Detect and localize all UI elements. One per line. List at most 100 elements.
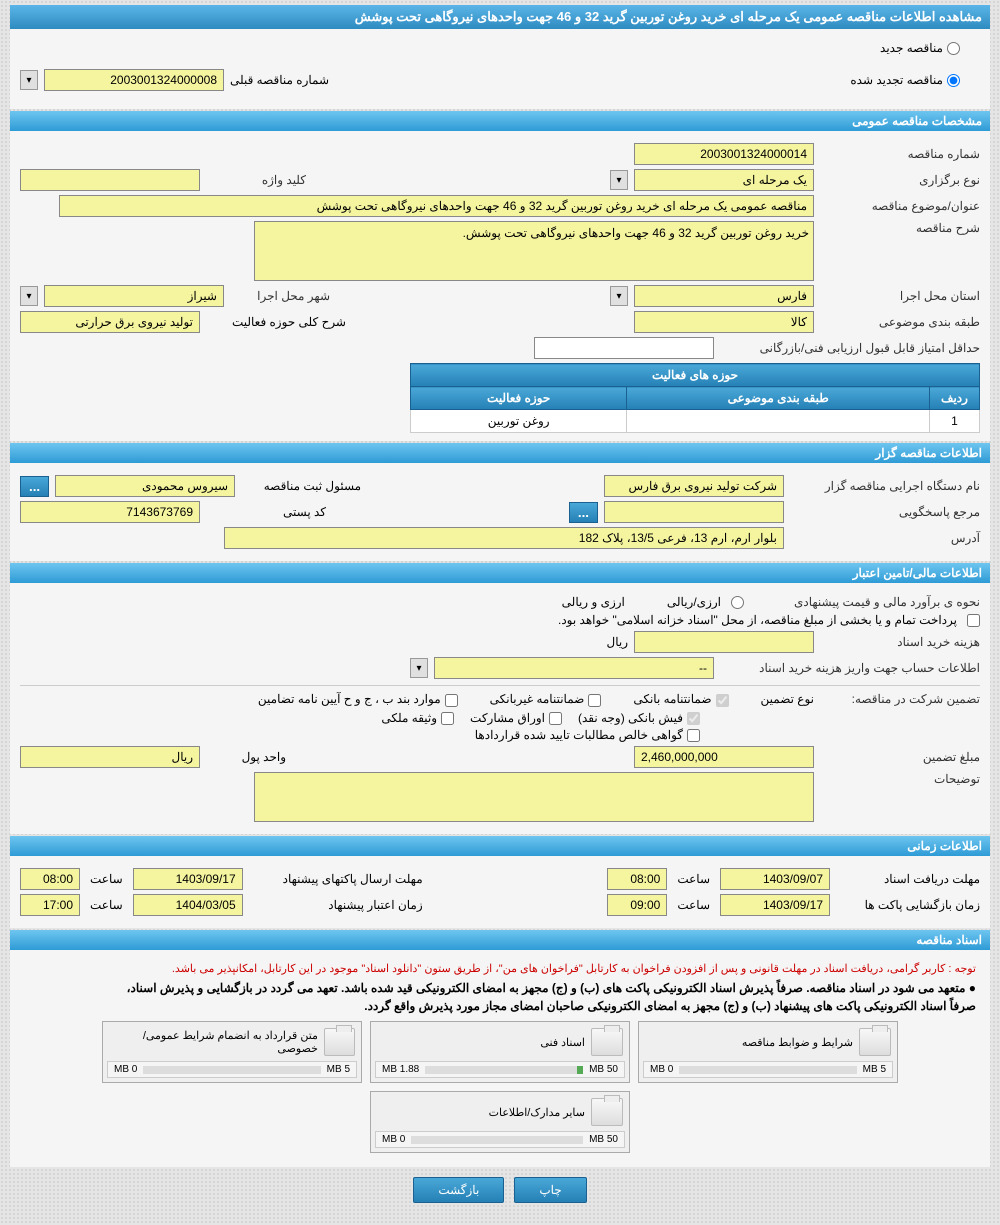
doc-title: متن قرارداد به انضمام شرایط عمومی/خصوصی xyxy=(109,1029,318,1055)
province-dropdown[interactable]: ▾ xyxy=(610,286,628,306)
guarantee-intro: تضمین شرکت در مناقصه: xyxy=(820,692,980,706)
receive-label: مهلت دریافت اسناد xyxy=(840,872,980,886)
account-dropdown[interactable]: ▾ xyxy=(410,658,428,678)
radio-new-tender[interactable]: مناقصه جدید xyxy=(880,41,960,55)
open-time: 09:00 xyxy=(607,894,667,916)
amount-value: 2,460,000,000 xyxy=(634,746,814,768)
folder-icon xyxy=(591,1098,623,1126)
g2-check[interactable]: ضمانتنامه غیربانکی xyxy=(490,692,602,706)
section-general-header: مشخصات مناقصه عمومی xyxy=(10,111,990,131)
folder-icon xyxy=(859,1028,891,1056)
desc-label: شرح مناقصه xyxy=(820,221,980,235)
treasury-note: پرداخت تمام و یا بخشی از مبلغ مناقصه، از… xyxy=(558,613,957,627)
doc-cost-unit: ریال xyxy=(606,635,628,649)
doc-total: 5 MB xyxy=(327,1064,350,1075)
address-value: بلوار ارم، ارم 13، فرعی 13/5، پلاک 182 xyxy=(224,527,784,549)
amount-label: مبلغ تضمین xyxy=(820,750,980,764)
province-label: استان محل اجرا xyxy=(820,289,980,303)
back-button[interactable]: بازگشت xyxy=(413,1177,504,1203)
city-label: شهر محل اجرا xyxy=(230,289,330,303)
g5-check[interactable]: اوراق مشارکت xyxy=(470,711,562,725)
receive-time-label: ساعت xyxy=(677,872,710,886)
section-docs-header: اسناد مناقصه xyxy=(10,930,990,950)
doc-used: 0 MB xyxy=(650,1064,673,1075)
prev-number-dropdown[interactable]: ▾ xyxy=(20,70,38,90)
response-label: مرجع پاسخگویی xyxy=(790,505,980,519)
g7-check[interactable]: گواهی خالص مطالبات تایید شده قراردادها xyxy=(475,728,700,742)
send-date: 1403/09/17 xyxy=(133,868,243,890)
row-scope: روغن توربین xyxy=(411,410,627,433)
doc-used: 0 MB xyxy=(382,1134,405,1145)
registrar-label: مسئول ثبت مناقصه xyxy=(241,479,361,493)
doc-card[interactable]: شرایط و ضوابط مناقصه 5 MB 0 MB xyxy=(638,1021,898,1083)
subject-value: مناقصه عمومی یک مرحله ای خرید روغن توربی… xyxy=(59,195,814,217)
treasury-checkbox[interactable] xyxy=(967,614,980,627)
radio-new-label: مناقصه جدید xyxy=(880,41,943,55)
activity-table: حوزه های فعالیت ردیف طبقه بندی موضوعی حو… xyxy=(410,363,980,433)
doc-title: شرایط و ضوابط مناقصه xyxy=(742,1036,853,1049)
activity-col-row: ردیف xyxy=(930,387,980,410)
doc-used: 1.88 MB xyxy=(382,1064,419,1075)
doc-card[interactable]: اسناد فنی 50 MB 1.88 MB xyxy=(370,1021,630,1083)
category-value: کالا xyxy=(634,311,814,333)
org-value: شرکت تولید نیروی برق فارس xyxy=(604,475,784,497)
account-value: -- xyxy=(434,657,714,679)
city-dropdown[interactable]: ▾ xyxy=(20,286,38,306)
print-button[interactable]: چاپ xyxy=(514,1177,586,1203)
doc-total: 5 MB xyxy=(863,1064,886,1075)
receive-time: 08:00 xyxy=(607,868,667,890)
tender-no-label: شماره مناقصه xyxy=(820,147,980,161)
doc-card[interactable]: سایر مدارک/اطلاعات 50 MB 0 MB xyxy=(370,1091,630,1153)
receive-date: 1403/09/07 xyxy=(720,868,830,890)
unit-value: ریال xyxy=(20,746,200,768)
category-label: طبقه بندی موضوعی xyxy=(820,315,980,329)
response-lookup-button[interactable]: ... xyxy=(569,502,598,523)
docs-note1: ● متعهد می شود در اسناد مناقصه. صرفاً پذ… xyxy=(20,979,980,997)
radio-renewed-label: مناقصه تجدید شده xyxy=(850,73,943,87)
type-label: نوع برگزاری xyxy=(820,173,980,187)
open-label: زمان بازگشایی پاکت ها xyxy=(840,898,980,912)
prev-number-label: شماره مناقصه قبلی xyxy=(230,73,329,87)
activity-scope-label: شرح کلی حوزه فعالیت xyxy=(206,315,346,329)
type-dropdown[interactable]: ▾ xyxy=(610,170,628,190)
activity-table-header: حوزه های فعالیت xyxy=(411,364,980,387)
validity-date: 1404/03/05 xyxy=(133,894,243,916)
response-value xyxy=(604,501,784,523)
open-date: 1403/09/17 xyxy=(720,894,830,916)
validity-time-label: ساعت xyxy=(90,898,123,912)
activity-col-category: طبقه بندی موضوعی xyxy=(627,387,930,410)
radio-renewed-tender[interactable]: مناقصه تجدید شده xyxy=(850,73,960,87)
currency-radio[interactable] xyxy=(731,596,744,609)
doc-card[interactable]: متن قرارداد به انضمام شرایط عمومی/خصوصی … xyxy=(102,1021,362,1083)
validity-label: زمان اعتبار پیشنهاد xyxy=(253,898,423,912)
docs-note2: صرفاً اسناد الکترونیکی پاکت های پیشنهاد … xyxy=(20,997,980,1015)
doc-cost-label: هزینه خرید اسناد xyxy=(820,635,980,649)
doc-total: 50 MB xyxy=(589,1134,618,1145)
estimate-label: نحوه ی برآورد مالی و قیمت پیشنهادی xyxy=(750,595,980,609)
account-label: اطلاعات حساب جهت واریز هزینه خرید اسناد xyxy=(720,661,980,675)
docs-note-red: توجه : کاربر گرامی، دریافت اسناد در مهلت… xyxy=(20,958,980,979)
page-title: مشاهده اطلاعات مناقصه عمومی یک مرحله ای … xyxy=(10,5,990,29)
doc-title: سایر مدارک/اطلاعات xyxy=(489,1106,585,1119)
g4-check[interactable]: فیش بانکی (وجه نقد) xyxy=(578,711,700,725)
g6-check[interactable]: وثیقه ملکی xyxy=(381,711,454,725)
notes-label: توضیحات xyxy=(820,772,980,786)
tender-no-value: 2003001324000014 xyxy=(634,143,814,165)
g3-check[interactable]: موارد بند ب ، ج و ح آیین نامه تضامین xyxy=(258,692,458,706)
desc-value: خرید روغن توربین گرید 32 و 46 جهت واحدها… xyxy=(254,221,814,281)
send-time: 08:00 xyxy=(20,868,80,890)
keyword-label: کلید واژه xyxy=(206,173,306,187)
registrar-lookup-button[interactable]: ... xyxy=(20,476,49,497)
postal-label: کد پستی xyxy=(206,505,326,519)
send-time-label: ساعت xyxy=(90,872,123,886)
open-time-label: ساعت xyxy=(677,898,710,912)
g1-check[interactable]: ضمانتنامه بانکی xyxy=(633,692,728,706)
section-holder-header: اطلاعات مناقصه گزار xyxy=(10,443,990,463)
send-label: مهلت ارسال پاکتهای پیشنهاد xyxy=(253,872,423,886)
notes-value xyxy=(254,772,814,822)
address-label: آدرس xyxy=(790,531,980,545)
min-score-label: حداقل امتیاز قابل قبول ارزیابی فنی/بازرگ… xyxy=(720,341,980,355)
table-row: 1 روغن توربین xyxy=(411,410,980,433)
guarantee-type-label: نوع تضمین xyxy=(761,692,814,706)
subject-label: عنوان/موضوع مناقصه xyxy=(820,199,980,213)
